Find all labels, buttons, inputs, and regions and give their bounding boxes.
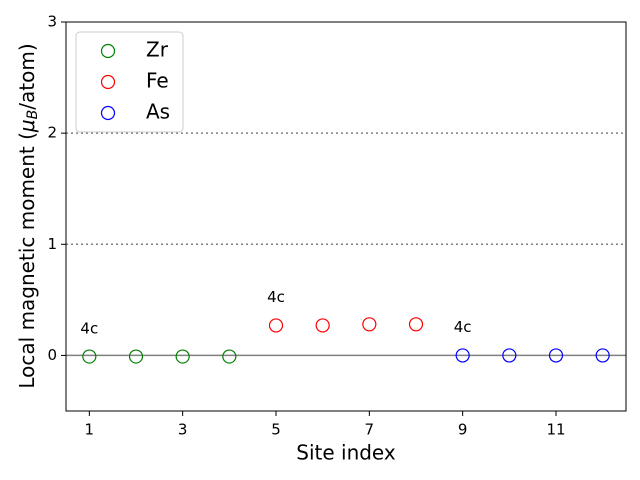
y-tick-label: 3 [47, 13, 57, 31]
legend-label: Zr [146, 38, 169, 62]
data-point [362, 317, 377, 332]
data-point [548, 348, 564, 363]
legend-box [75, 31, 184, 133]
x-tick-label: 9 [458, 421, 468, 439]
x-tick-label: 7 [365, 421, 375, 439]
data-point [82, 349, 97, 364]
annotation: 4c [267, 288, 285, 306]
x-axis-label: Site index [296, 441, 396, 465]
data-point [315, 318, 330, 333]
y-axis-label-part: Local magnetic moment ( [15, 132, 39, 389]
y-axis-label-part: μ [15, 119, 39, 133]
x-tick-label: 1 [85, 421, 95, 439]
y-tick-label: 2 [47, 124, 57, 142]
x-tick-label: 11 [546, 421, 565, 439]
y-axis-label-part: /atom) [15, 43, 39, 109]
x-tick-label: 5 [271, 421, 281, 439]
data-point [268, 318, 284, 333]
data-point [595, 348, 610, 363]
legend-label: As [146, 100, 170, 124]
legend-label: Fe [146, 69, 169, 93]
legend-marker [100, 43, 116, 59]
data-point [502, 348, 517, 363]
legend-marker [100, 74, 116, 90]
annotation: 4c [80, 319, 98, 337]
data-point [175, 349, 190, 364]
legend-marker [100, 105, 116, 121]
data-point [128, 349, 144, 364]
y-tick-label: 0 [47, 346, 57, 364]
annotation: 4c [454, 318, 472, 336]
data-point [455, 348, 470, 363]
y-tick-label: 1 [47, 235, 57, 253]
data-point [222, 349, 237, 364]
y-axis-label-part: B [25, 110, 41, 120]
plot-frame [65, 21, 627, 412]
x-tick-label: 3 [178, 421, 188, 439]
y-axis-label: Local magnetic moment (μB/atom) [15, 43, 42, 388]
data-point [408, 317, 424, 332]
